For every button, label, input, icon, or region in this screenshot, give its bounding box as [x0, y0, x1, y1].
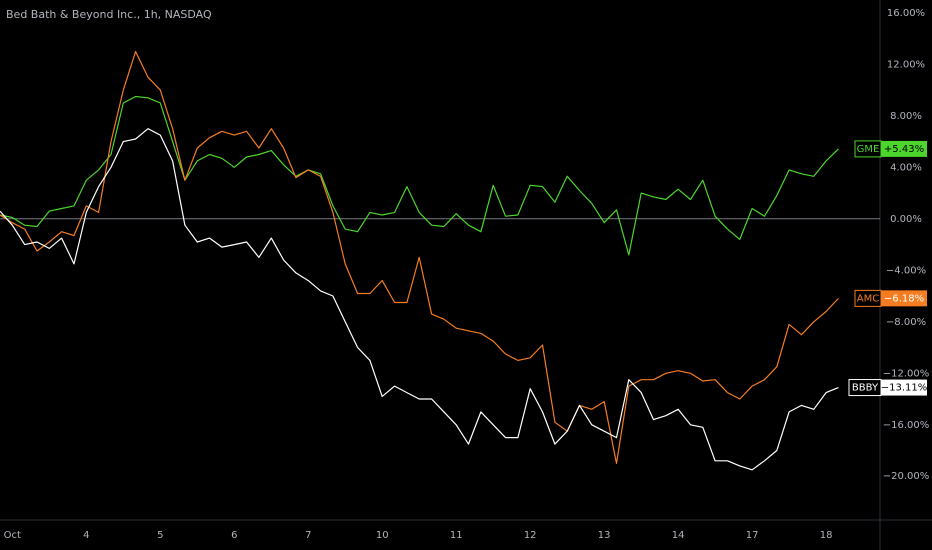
- x-tick-label: 7: [305, 530, 311, 541]
- last-value-label: +5.43%: [884, 144, 924, 155]
- y-tick-label: 8.00%: [890, 111, 922, 122]
- x-tick-label: 12: [524, 530, 537, 541]
- x-tick-label: 6: [231, 530, 237, 541]
- last-value-box: [881, 379, 927, 396]
- x-tick-label: 4: [83, 530, 89, 541]
- chart-title: Bed Bath & Beyond Inc., 1h, NASDAQ: [6, 8, 212, 21]
- y-tick-label: 0.00%: [890, 214, 922, 225]
- x-tick-label: Oct: [4, 530, 21, 541]
- legend-name: AMC: [857, 293, 879, 304]
- x-tick-label: 14: [672, 530, 685, 541]
- x-tick-label: 13: [598, 530, 611, 541]
- legend-name: GME: [857, 144, 880, 155]
- y-tick-label: −8.00%: [886, 317, 926, 328]
- series-line: [0, 95, 839, 256]
- x-tick-label: 10: [376, 530, 389, 541]
- y-tick-label: −16.00%: [883, 420, 930, 431]
- last-value-box: [881, 140, 927, 157]
- x-tick-label: 17: [746, 530, 759, 541]
- last-value-box: [881, 290, 927, 307]
- y-tick-label: −20.00%: [883, 471, 930, 482]
- y-tick-label: −4.00%: [886, 265, 926, 276]
- y-tick-label: −12.00%: [883, 368, 930, 379]
- y-tick-label: 4.00%: [890, 162, 922, 173]
- y-tick-label: 12.00%: [887, 59, 925, 70]
- x-tick-label: 11: [450, 530, 463, 541]
- last-value-label: −13.11%: [881, 383, 928, 394]
- x-tick-label: 18: [820, 530, 833, 541]
- series-line: [0, 50, 839, 464]
- legend-name: BBBY: [852, 383, 879, 394]
- y-tick-label: 16.00%: [887, 8, 925, 19]
- x-tick-label: 5: [157, 530, 163, 541]
- last-value-label: −6.18%: [884, 293, 924, 304]
- series-line: [0, 128, 839, 471]
